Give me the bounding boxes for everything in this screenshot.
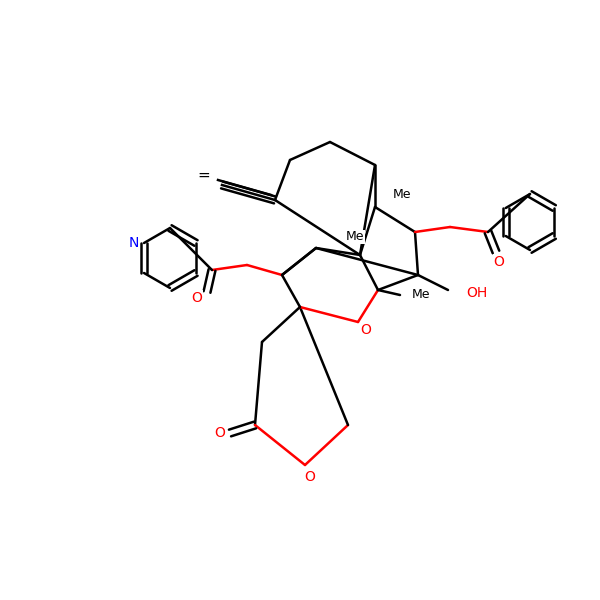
Text: =: = (197, 167, 211, 182)
Text: O: O (215, 426, 226, 440)
Text: O: O (494, 255, 505, 269)
Text: O: O (361, 323, 371, 337)
Text: O: O (305, 470, 316, 484)
Text: N: N (129, 236, 139, 250)
Text: Me: Me (393, 188, 412, 202)
Text: Me: Me (346, 230, 364, 244)
Text: OH: OH (466, 286, 487, 300)
Text: O: O (191, 291, 202, 305)
Text: Me: Me (412, 289, 431, 301)
